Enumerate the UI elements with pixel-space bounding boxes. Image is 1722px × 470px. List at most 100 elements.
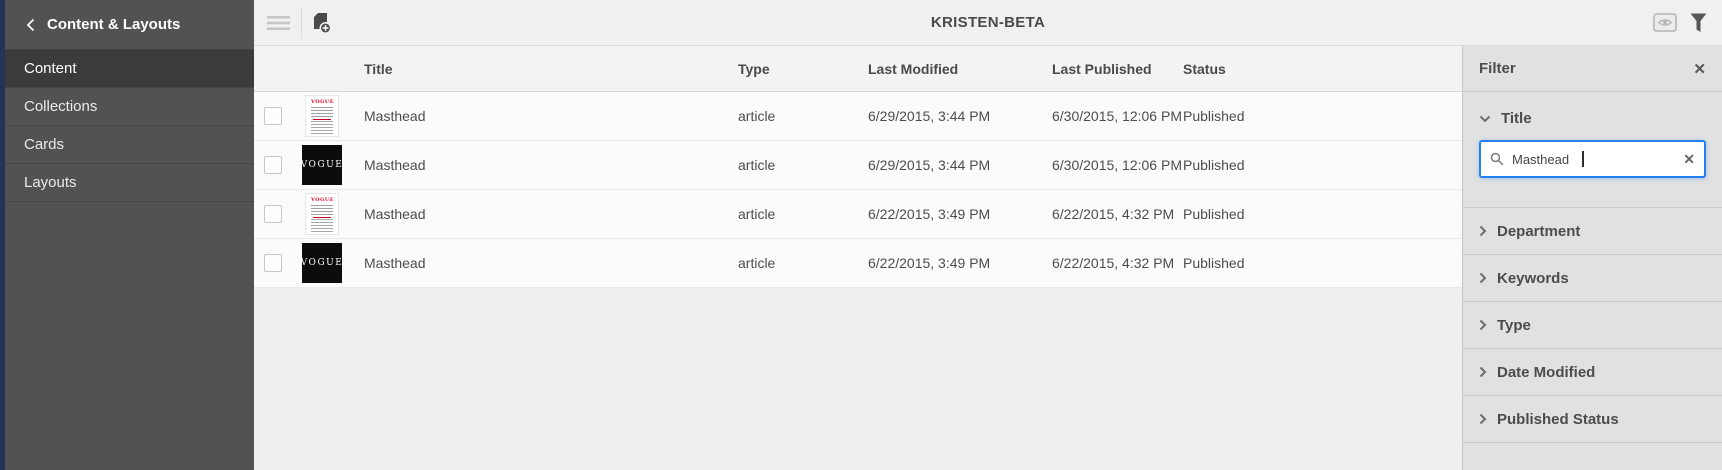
table-row[interactable]: VOGUE Masthead article 6/29/2015, 3:44 P…: [254, 141, 1462, 190]
filter-section-label: Department: [1497, 222, 1581, 240]
cell-last-published: 6/22/2015, 4:32 PM: [1052, 255, 1175, 271]
vogue-logo-thumb: VOGUE: [300, 160, 344, 170]
filter-panel-header: Filter ✕: [1463, 46, 1722, 92]
cell-last-modified: 6/29/2015, 3:44 PM: [868, 108, 991, 124]
sidebar-item-label: Layouts: [24, 174, 77, 191]
page-title: KRISTEN-BETA: [930, 14, 1046, 31]
sidebar-header-label: Content & Layouts: [47, 16, 181, 33]
card-eye-icon: [1652, 12, 1677, 32]
chevron-down-icon: [1479, 115, 1491, 122]
chevron-left-icon: [26, 18, 35, 31]
column-header-type[interactable]: Type: [738, 60, 770, 77]
row-thumbnail[interactable]: VOGUE: [300, 145, 344, 185]
row-checkbox[interactable]: [264, 156, 282, 174]
sidebar-item-label: Content: [24, 60, 77, 77]
table-row[interactable]: VOGUE Masthead article 6/29/2015, 3:44 P…: [254, 92, 1462, 141]
masthead-text-lines: [311, 219, 333, 232]
masthead-text-lines: [311, 121, 333, 134]
filter-funnel-icon: [1690, 13, 1706, 32]
cell-type: article: [738, 157, 776, 173]
cell-status: Published: [1183, 255, 1245, 271]
chevron-right-icon: [1479, 319, 1487, 331]
cell-type: article: [738, 255, 776, 271]
clear-search-icon[interactable]: ✕: [1683, 150, 1695, 167]
left-window-rail: [0, 0, 5, 470]
masthead-red-rule: [313, 119, 331, 120]
hamburger-icon: [266, 15, 290, 30]
cell-type: article: [738, 206, 776, 222]
masthead-text-lines: [311, 107, 333, 118]
filter-section-label: Type: [1497, 316, 1531, 334]
chevron-right-icon: [1479, 413, 1487, 425]
title-search-field[interactable]: ✕: [1479, 140, 1706, 178]
column-header-last-published[interactable]: Last Published: [1052, 60, 1152, 77]
cell-last-published: 6/30/2015, 12:06 PM: [1052, 157, 1182, 173]
row-thumbnail[interactable]: VOGUE: [301, 243, 342, 283]
table-row[interactable]: VOGUE Masthead article 6/22/2015, 3:49 P…: [254, 190, 1462, 239]
filter-section-title-toggle[interactable]: Title: [1479, 110, 1706, 127]
column-header-title[interactable]: Title: [364, 60, 393, 77]
filter-section-date-modified[interactable]: Date Modified: [1463, 349, 1722, 396]
filter-section-label: Published Status: [1497, 410, 1619, 428]
main-region: KRISTEN-BETA: [254, 0, 1722, 470]
sidebar: Content & Layouts Content Collections Ca…: [5, 0, 254, 470]
table-header-row: Title Type Last Modified Last Published …: [254, 46, 1462, 92]
filter-panel: Filter ✕ Title ✕ Department: [1462, 46, 1722, 470]
hamburger-menu-button[interactable]: [266, 0, 290, 45]
filter-section-title: Title ✕: [1463, 92, 1722, 208]
row-checkbox[interactable]: [264, 254, 282, 272]
row-checkbox[interactable]: [264, 205, 282, 223]
sidebar-item-cards[interactable]: Cards: [5, 126, 254, 164]
filter-toggle-button[interactable]: [1689, 0, 1707, 45]
row-thumbnail[interactable]: VOGUE: [305, 95, 339, 137]
row-checkbox[interactable]: [264, 107, 282, 125]
sidebar-item-content[interactable]: Content: [5, 50, 254, 88]
cell-last-published: 6/30/2015, 12:06 PM: [1052, 108, 1182, 124]
filter-section-type[interactable]: Type: [1463, 302, 1722, 349]
sidebar-item-collections[interactable]: Collections: [5, 88, 254, 126]
sidebar-item-label: Collections: [24, 98, 98, 115]
column-header-status[interactable]: Status: [1183, 60, 1226, 77]
cell-last-published: 6/22/2015, 4:32 PM: [1052, 206, 1175, 222]
filter-panel-title: Filter: [1479, 60, 1516, 77]
table-row[interactable]: VOGUE Masthead article 6/22/2015, 3:49 P…: [254, 239, 1462, 288]
cell-last-modified: 6/22/2015, 3:49 PM: [868, 255, 991, 271]
toolbar-divider: [301, 7, 302, 39]
cell-title: Masthead: [364, 108, 426, 124]
filter-section-label: Title: [1501, 110, 1532, 127]
search-icon: [1490, 152, 1504, 166]
chevron-right-icon: [1479, 272, 1487, 284]
cell-last-modified: 6/29/2015, 3:44 PM: [868, 157, 991, 173]
cell-type: article: [738, 108, 776, 124]
chevron-right-icon: [1479, 225, 1487, 237]
row-thumbnail[interactable]: VOGUE: [305, 193, 339, 235]
filter-section-department[interactable]: Department: [1463, 208, 1722, 255]
cell-title: Masthead: [364, 206, 426, 222]
filter-section-label: Keywords: [1497, 269, 1569, 287]
sidebar-back-header[interactable]: Content & Layouts: [5, 0, 254, 50]
toolbar: KRISTEN-BETA: [254, 0, 1722, 46]
cell-title: Masthead: [364, 157, 426, 173]
search-input[interactable]: [1512, 151, 1574, 167]
cell-status: Published: [1183, 108, 1245, 124]
vogue-masthead-thumb: VOGUE: [311, 99, 335, 105]
filter-section-published-status[interactable]: Published Status: [1463, 396, 1722, 443]
cell-title: Masthead: [364, 255, 426, 271]
filter-section-keywords[interactable]: Keywords: [1463, 255, 1722, 302]
masthead-red-rule: [313, 217, 331, 218]
masthead-text-lines: [311, 205, 333, 216]
sidebar-item-label: Cards: [24, 136, 65, 153]
add-content-button[interactable]: [310, 0, 332, 45]
sidebar-item-layouts[interactable]: Layouts: [5, 164, 254, 202]
column-header-last-modified[interactable]: Last Modified: [868, 60, 959, 77]
chevron-right-icon: [1479, 366, 1487, 378]
vogue-masthead-thumb: VOGUE: [311, 197, 335, 203]
cell-status: Published: [1183, 206, 1245, 222]
cell-last-modified: 6/22/2015, 3:49 PM: [868, 206, 991, 222]
card-preview-toggle-button[interactable]: [1652, 0, 1678, 45]
text-caret: [1582, 151, 1584, 167]
filter-section-label: Date Modified: [1497, 363, 1596, 381]
close-icon[interactable]: ✕: [1693, 60, 1706, 78]
cell-status: Published: [1183, 157, 1245, 173]
